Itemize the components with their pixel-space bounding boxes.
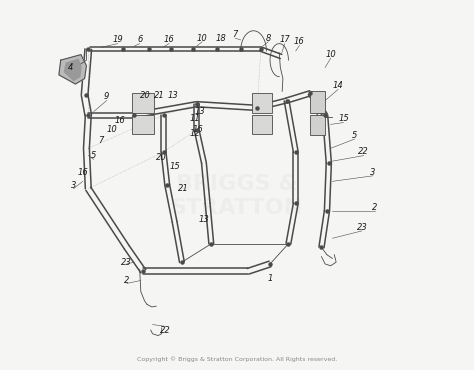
Text: 22: 22 (160, 326, 171, 334)
Text: 16: 16 (294, 37, 305, 46)
Text: 3: 3 (370, 168, 375, 176)
Bar (132, 93, 155, 113)
Text: 5: 5 (91, 151, 97, 160)
Text: 4: 4 (68, 63, 73, 72)
Text: 8: 8 (265, 34, 271, 43)
Text: Copyright © Briggs & Stratton Corporation. All Rights reserved.: Copyright © Briggs & Stratton Corporatio… (137, 356, 337, 362)
Text: 1: 1 (267, 274, 273, 283)
Text: 23: 23 (356, 223, 367, 232)
Polygon shape (64, 60, 81, 80)
Polygon shape (59, 55, 86, 84)
Text: 17: 17 (279, 36, 290, 44)
Text: 13: 13 (167, 91, 178, 100)
Text: 10: 10 (107, 125, 118, 134)
Text: 12: 12 (190, 129, 200, 138)
Text: 2: 2 (372, 202, 377, 212)
Text: 21: 21 (178, 184, 189, 193)
Text: 16: 16 (114, 116, 125, 125)
Bar (132, 115, 155, 134)
Text: 6: 6 (137, 36, 142, 44)
Text: 21: 21 (154, 91, 164, 100)
Bar (252, 93, 272, 113)
Text: 16: 16 (77, 168, 88, 176)
Text: 13: 13 (195, 107, 206, 116)
Text: 15: 15 (338, 114, 349, 124)
Text: 7: 7 (232, 30, 238, 39)
Text: 16: 16 (193, 125, 204, 134)
Text: 9: 9 (104, 92, 109, 101)
Text: 18: 18 (215, 34, 226, 43)
Text: BRIGGS &
STRATTON: BRIGGS & STRATTON (171, 174, 303, 218)
Text: 16: 16 (164, 36, 174, 44)
Text: 20: 20 (156, 153, 167, 162)
Text: 5: 5 (352, 131, 357, 140)
Text: 19: 19 (112, 36, 123, 44)
Text: 3: 3 (71, 181, 76, 189)
Bar (310, 115, 325, 135)
Text: 2: 2 (124, 276, 129, 285)
Text: 22: 22 (358, 148, 369, 157)
Bar (252, 115, 272, 134)
Text: 23: 23 (121, 258, 132, 267)
Text: 10: 10 (325, 50, 336, 59)
Text: 10: 10 (197, 34, 208, 43)
Text: 20: 20 (140, 91, 151, 100)
Text: 13: 13 (199, 215, 210, 224)
Text: 14: 14 (333, 81, 343, 90)
Text: 7: 7 (99, 137, 104, 145)
Bar (310, 91, 325, 113)
Text: 15: 15 (169, 162, 180, 171)
Text: 11: 11 (190, 114, 200, 124)
